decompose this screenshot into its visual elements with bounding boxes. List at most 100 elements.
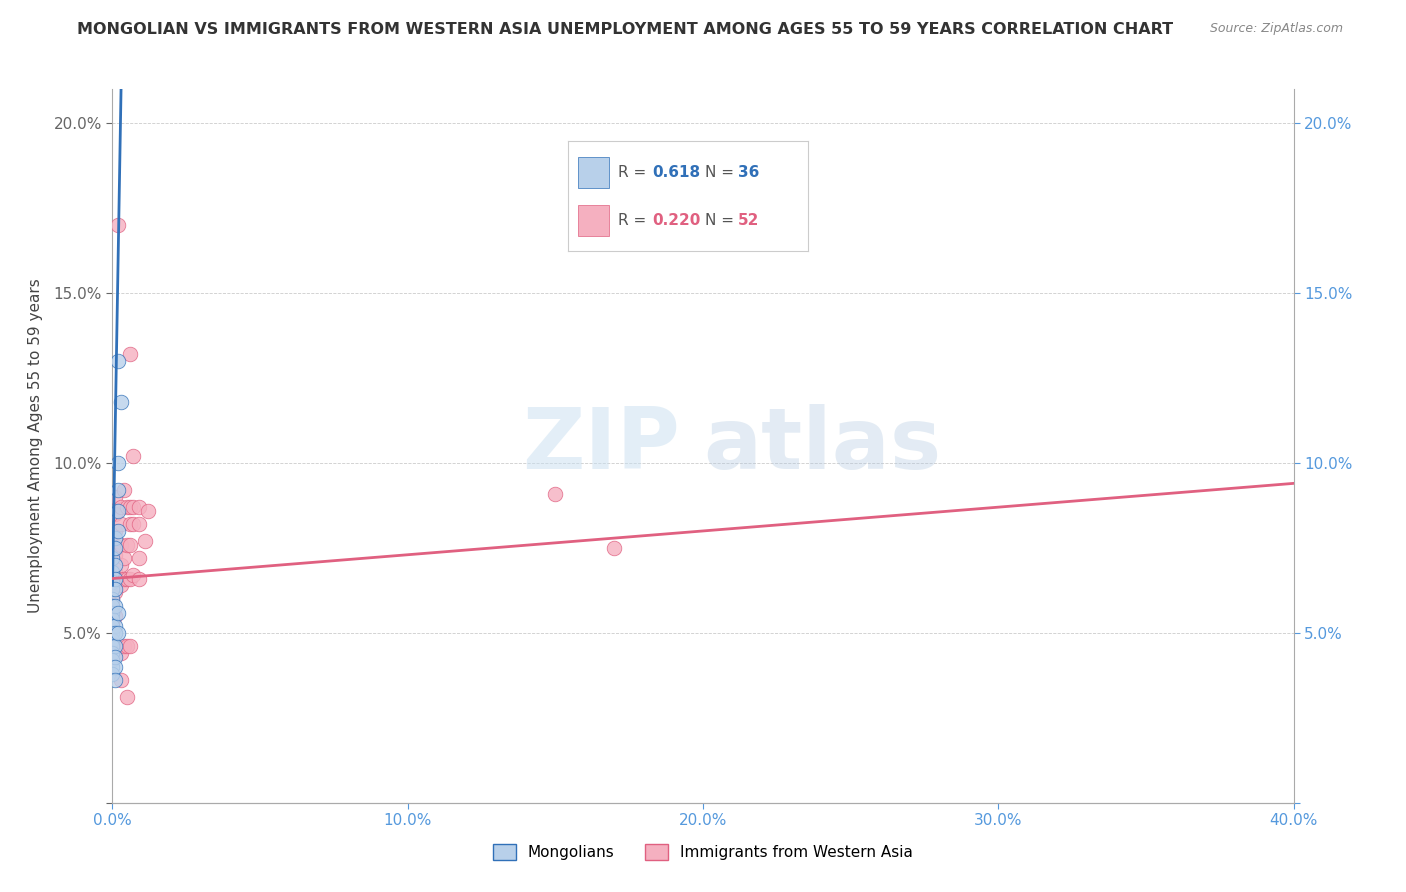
Point	[104, 619, 127, 633]
Bar	[578, 205, 609, 235]
Point	[107, 354, 129, 368]
Text: R =: R =	[619, 213, 651, 228]
Point	[101, 666, 124, 681]
Text: 52: 52	[738, 213, 759, 228]
Point	[107, 483, 129, 498]
Point	[104, 558, 127, 572]
Point	[117, 690, 138, 705]
Point	[107, 606, 129, 620]
Text: 0.618: 0.618	[652, 165, 700, 179]
Point	[117, 572, 138, 586]
Point	[101, 582, 124, 596]
Text: N =: N =	[704, 165, 738, 179]
Point	[101, 606, 124, 620]
Point	[110, 500, 132, 515]
Point	[112, 640, 135, 654]
Point	[120, 537, 142, 551]
Point	[104, 490, 127, 504]
Point	[128, 500, 150, 515]
Point	[128, 551, 150, 566]
Point	[101, 653, 124, 667]
Point	[104, 565, 127, 579]
Text: ZIP: ZIP	[522, 404, 679, 488]
Point	[104, 541, 127, 555]
Point	[104, 582, 127, 596]
Point	[110, 578, 132, 592]
Point	[104, 660, 127, 674]
Point	[122, 568, 145, 582]
Point	[110, 394, 132, 409]
Point	[101, 551, 124, 566]
Point	[104, 572, 127, 586]
Point	[104, 673, 127, 688]
Point	[120, 640, 142, 654]
Point	[112, 551, 135, 566]
Point	[104, 608, 127, 623]
Point	[112, 483, 135, 498]
Point	[104, 626, 127, 640]
Point	[110, 673, 132, 688]
Point	[101, 612, 124, 626]
Point	[101, 615, 124, 630]
Point	[101, 626, 124, 640]
Point	[104, 574, 127, 589]
Point	[128, 572, 150, 586]
Text: MONGOLIAN VS IMMIGRANTS FROM WESTERN ASIA UNEMPLOYMENT AMONG AGES 55 TO 59 YEARS: MONGOLIAN VS IMMIGRANTS FROM WESTERN ASI…	[77, 22, 1174, 37]
Point	[122, 449, 145, 463]
Point	[120, 572, 142, 586]
Point	[107, 503, 129, 517]
Point	[110, 646, 132, 660]
Point	[101, 574, 124, 589]
Point	[101, 660, 124, 674]
Point	[101, 574, 124, 589]
Point	[104, 640, 127, 654]
Point	[101, 606, 124, 620]
Bar	[578, 157, 609, 187]
Point	[128, 517, 150, 532]
Text: atlas: atlas	[703, 404, 941, 488]
Point	[101, 599, 124, 613]
Text: N =: N =	[704, 213, 738, 228]
Point	[134, 534, 156, 549]
Point	[104, 585, 127, 599]
Point	[104, 646, 127, 660]
Point	[101, 591, 124, 606]
Point	[101, 619, 124, 633]
Text: 36: 36	[738, 165, 759, 179]
Point	[136, 503, 159, 517]
Point	[122, 500, 145, 515]
Point	[107, 626, 129, 640]
Point	[117, 500, 138, 515]
Legend: Mongolians, Immigrants from Western Asia: Mongolians, Immigrants from Western Asia	[486, 838, 920, 866]
Point	[101, 646, 124, 660]
Point	[107, 218, 129, 232]
Point	[101, 565, 124, 579]
Point	[101, 632, 124, 647]
Point	[104, 599, 127, 613]
Point	[104, 548, 127, 562]
Point	[120, 347, 142, 361]
Point	[107, 456, 129, 470]
Point	[117, 640, 138, 654]
Point	[101, 582, 124, 596]
Point	[104, 524, 127, 538]
Point	[120, 500, 142, 515]
Point	[112, 572, 135, 586]
Y-axis label: Unemployment Among Ages 55 to 59 years: Unemployment Among Ages 55 to 59 years	[28, 278, 42, 614]
Point	[107, 524, 129, 538]
Point	[544, 486, 567, 500]
Point	[603, 541, 626, 555]
Point	[110, 517, 132, 532]
Point	[117, 537, 138, 551]
Text: R =: R =	[619, 165, 651, 179]
Text: 0.220: 0.220	[652, 213, 700, 228]
Point	[101, 640, 124, 654]
Point	[104, 531, 127, 545]
Point	[110, 558, 132, 572]
Point	[101, 599, 124, 613]
Point	[122, 517, 145, 532]
Point	[110, 537, 132, 551]
Point	[104, 537, 127, 551]
Point	[101, 565, 124, 579]
Text: Source: ZipAtlas.com: Source: ZipAtlas.com	[1209, 22, 1343, 36]
